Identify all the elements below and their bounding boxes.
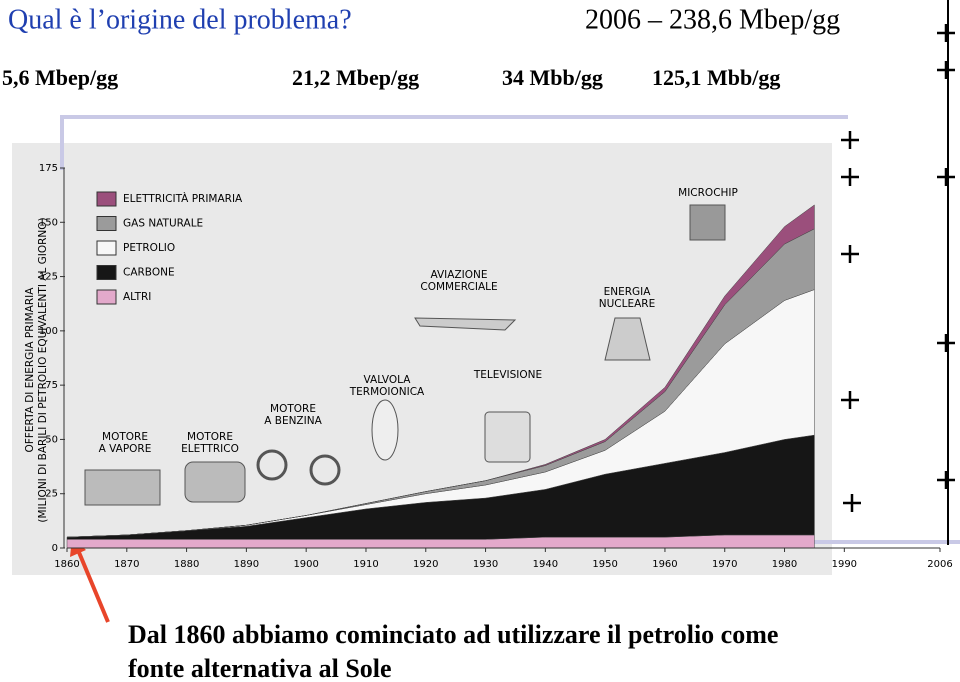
caption: Dal 1860 abbiamo cominciato ad utilizzar… — [128, 620, 778, 649]
annotation: ELETTRICO — [181, 443, 239, 455]
x-tick-label: 1860 — [54, 559, 79, 570]
slide-title: Qual è l’origine del problema? — [8, 4, 352, 35]
legend-swatch — [96, 265, 117, 280]
plus-mark — [843, 494, 861, 512]
annotation: TELEVISIONE — [473, 369, 542, 381]
y-tick-label: 25 — [45, 489, 58, 500]
annotation: ENERGIA — [604, 286, 652, 298]
x-tick-label: 1910 — [353, 559, 378, 570]
annotation: COMMERCIALE — [420, 281, 497, 293]
annotation: TERMOIONICA — [349, 386, 425, 398]
icons — [84, 204, 726, 506]
annotation: AVIAZIONE — [430, 269, 487, 281]
x-tick-label: 1900 — [293, 559, 318, 570]
y-tick-label: 0 — [52, 543, 58, 554]
y-tick-label: 175 — [39, 163, 58, 174]
annotation: MOTORE — [270, 403, 316, 415]
y-tick-label: 50 — [45, 434, 58, 445]
legend-label: ELETTRICITÀ PRIMARIA — [123, 192, 243, 205]
level: 5,6 Mbep/gg — [2, 65, 118, 90]
legend-label: PETROLIO — [123, 242, 175, 254]
icon-chip — [689, 204, 726, 241]
plus-mark — [937, 334, 955, 352]
y-axis-title: (MILIONI DI BARILI DI PETROLIO EQUIVALEN… — [37, 217, 49, 522]
icon-electric-motor — [184, 461, 246, 503]
annotation: NUCLEARE — [599, 298, 655, 310]
caption: fonte alternativa al Sole — [128, 654, 392, 682]
y-tick-label: 100 — [39, 326, 58, 337]
annotation: MICROCHIP — [678, 187, 738, 199]
y-tick-label: 75 — [45, 380, 58, 391]
icon-valve — [371, 399, 399, 461]
area — [66, 204, 815, 538]
x-tick-label: 1960 — [652, 559, 677, 570]
legend-swatch — [96, 240, 117, 256]
plus-mark — [841, 245, 859, 263]
plus-marks — [841, 24, 955, 512]
plus-mark — [937, 471, 955, 489]
x-tick-label: 1970 — [712, 559, 737, 570]
icon-car — [256, 449, 288, 481]
annotation: A VAPORE — [99, 443, 152, 455]
headline: 2006 – 238,6 Mbep/gg — [585, 4, 840, 35]
annotation: MOTORE — [102, 431, 148, 443]
plus-mark — [841, 168, 859, 186]
legend-label: CARBONE — [123, 267, 175, 279]
x-tick-label: 1980 — [772, 559, 797, 570]
icon-steam-engine — [84, 469, 161, 506]
arrow — [76, 549, 110, 623]
y-axis-title: OFFERTA DI ENERGIA PRIMARIA — [24, 287, 36, 453]
legend-swatch — [96, 289, 117, 305]
y-tick-label: 150 — [39, 217, 58, 228]
level: 21,2 Mbep/gg — [292, 65, 419, 90]
plus-mark — [841, 131, 859, 149]
x-tick-label: 1920 — [413, 559, 438, 570]
x-tick-label: 2006 — [927, 559, 952, 570]
plus-mark — [937, 168, 955, 186]
plus-mark — [841, 391, 859, 409]
x-tick-label: 1930 — [473, 559, 498, 570]
x-tick-label: 1880 — [174, 559, 199, 570]
annotation: A BENZINA — [264, 415, 322, 427]
y-tick-label: 125 — [39, 272, 58, 283]
level: 125,1 Mbb/gg — [652, 65, 780, 90]
legend-swatch — [96, 191, 117, 207]
plus-mark — [937, 61, 955, 79]
annotation: MOTORE — [187, 431, 233, 443]
x-tick-label: 1870 — [114, 559, 139, 570]
x-tick-label: 1990 — [832, 559, 857, 570]
annotation: VALVOLA — [364, 374, 412, 386]
legend-swatch — [96, 216, 117, 231]
legend-label: ALTRI — [123, 291, 151, 303]
icon-tv — [484, 411, 531, 463]
plus-mark — [937, 24, 955, 42]
icon-car — [309, 454, 341, 486]
legend-label: GAS NATURALE — [123, 218, 203, 230]
x-tick-label: 1890 — [234, 559, 259, 570]
icon-plane — [414, 317, 517, 331]
x-tick-label: 1940 — [533, 559, 558, 570]
icon-plant — [604, 317, 651, 361]
x-tick-label: 1950 — [592, 559, 617, 570]
level: 34 Mbb/gg — [502, 65, 603, 90]
